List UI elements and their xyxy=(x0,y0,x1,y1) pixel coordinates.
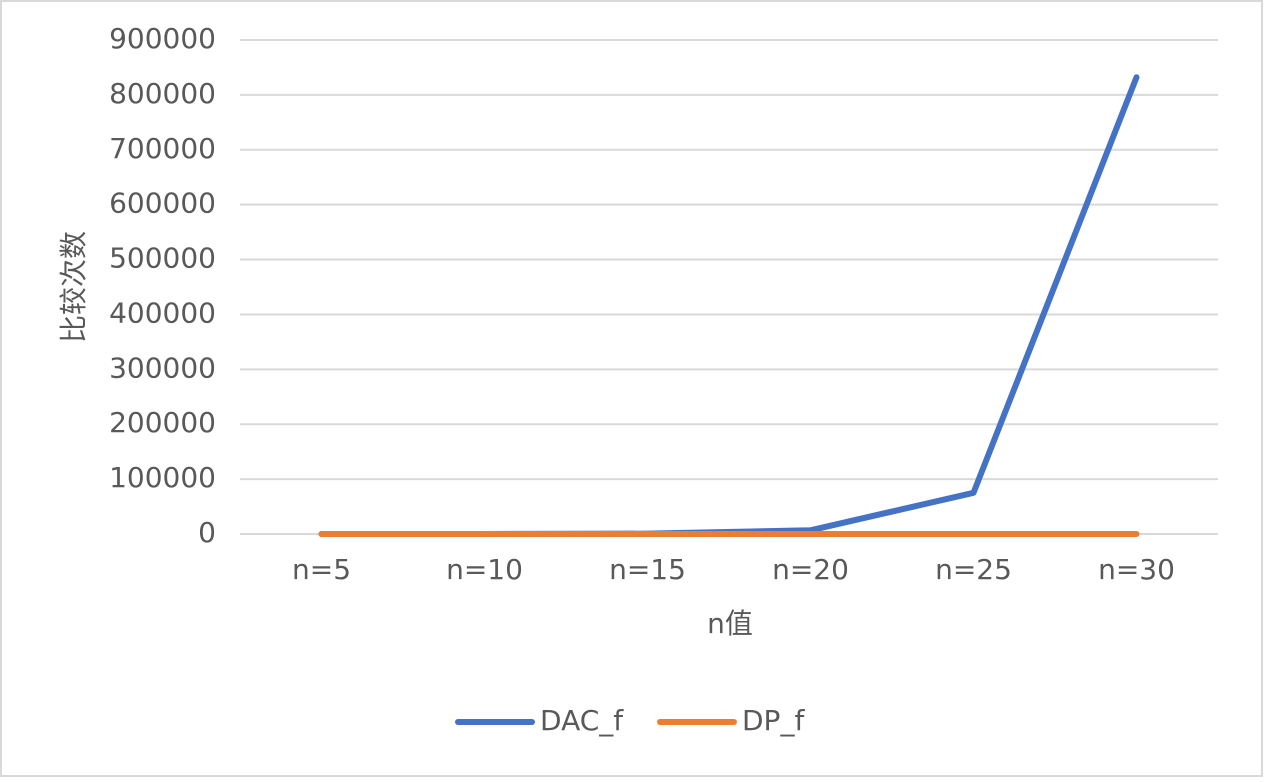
y-tick-label: 700000 xyxy=(109,132,216,165)
legend-label: DAC_f xyxy=(540,704,624,737)
y-tick-label: 900000 xyxy=(109,22,216,55)
x-tick-label: n=15 xyxy=(609,553,686,586)
y-tick-label: 400000 xyxy=(109,296,216,329)
x-tick-label: n=5 xyxy=(292,553,351,586)
y-tick-label: 800000 xyxy=(109,77,216,110)
x-tick-label: n=10 xyxy=(446,553,523,586)
x-tick-label: n=25 xyxy=(935,553,1012,586)
y-tick-label: 200000 xyxy=(109,406,216,439)
y-tick-label: 0 xyxy=(198,516,216,549)
y-tick-label: 300000 xyxy=(109,351,216,384)
y-tick-label: 100000 xyxy=(109,461,216,494)
legend-label: DP_f xyxy=(742,704,805,737)
y-tick-label: 600000 xyxy=(109,187,216,220)
x-tick-label: n=30 xyxy=(1098,553,1175,586)
y-tick-label: 500000 xyxy=(109,242,216,275)
y-axis-title: 比较次数 xyxy=(57,231,90,343)
x-axis-title: n值 xyxy=(707,607,753,640)
x-tick-label: n=20 xyxy=(772,553,849,586)
